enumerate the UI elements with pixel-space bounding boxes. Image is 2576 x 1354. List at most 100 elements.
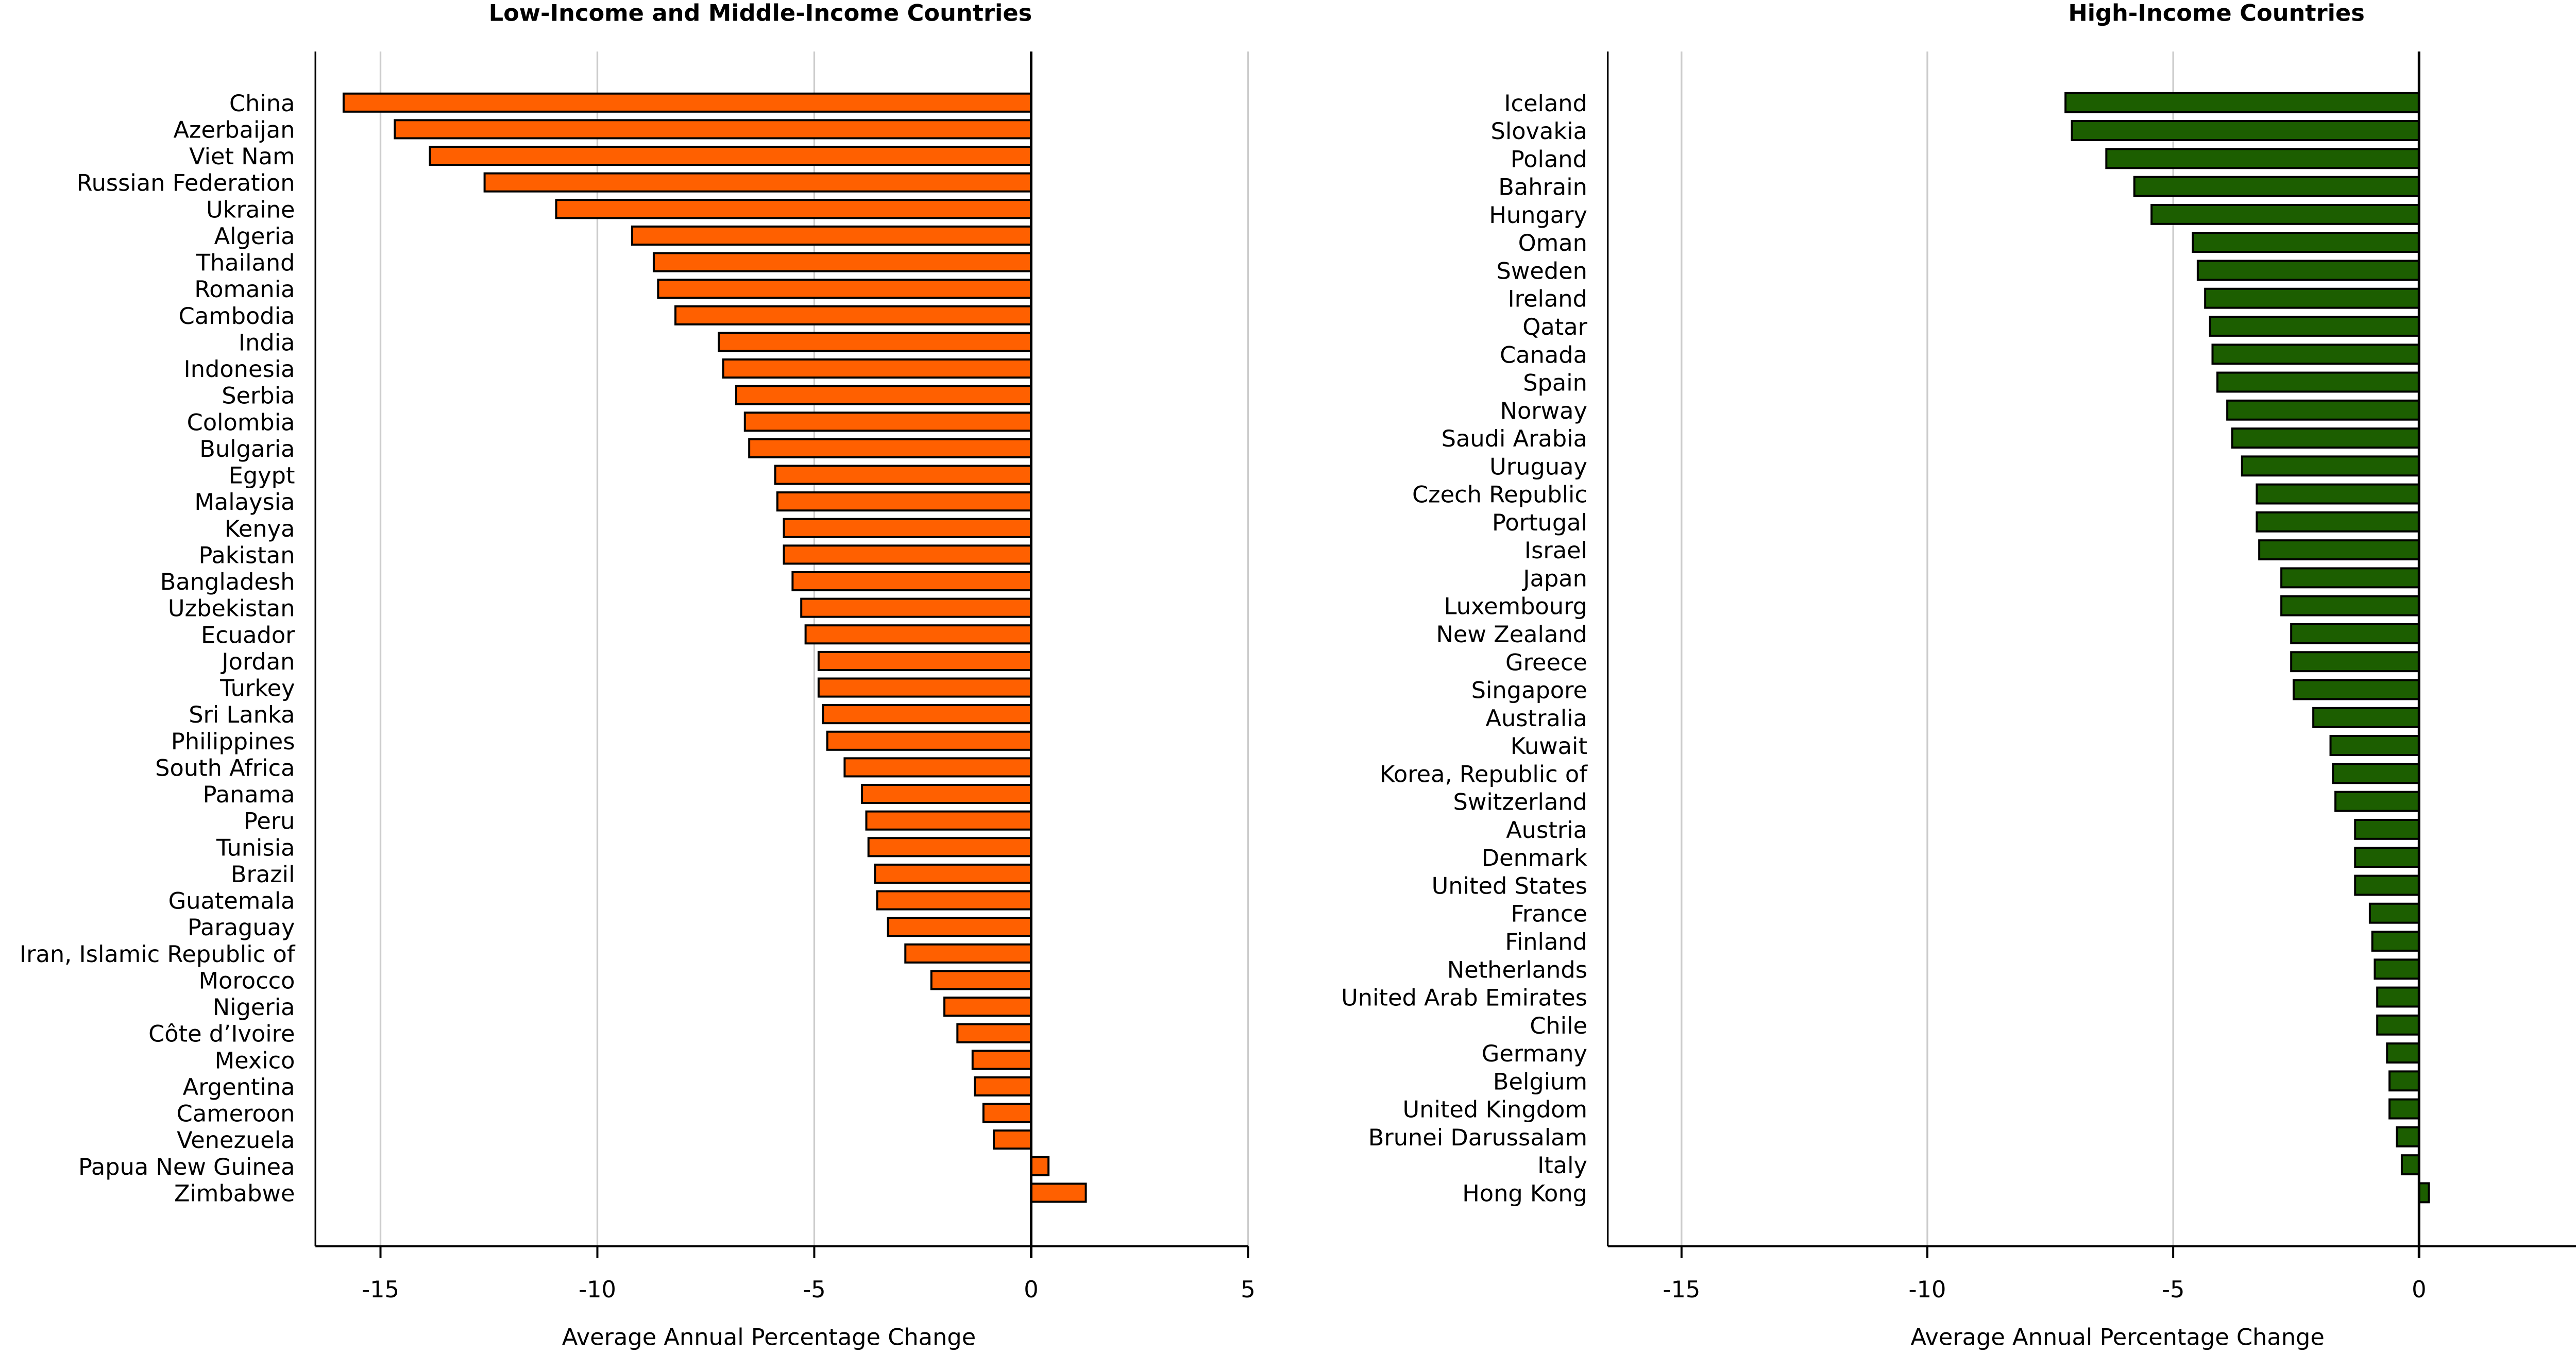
category-label: Morocco (199, 967, 295, 994)
bar (2418, 1182, 2430, 1204)
category-label: Brazil (231, 861, 295, 888)
chart-title: Low-Income and Middle-Income Countries (489, 0, 1032, 26)
category-label: Belgium (1493, 1068, 1587, 1095)
bar (783, 518, 1032, 538)
bar (2290, 651, 2420, 673)
category-label: Chile (1530, 1013, 1587, 1039)
x-tick-label: 5 (1241, 1276, 1255, 1303)
category-label: New Zealand (1436, 621, 1587, 648)
x-tick-label: -15 (362, 1276, 399, 1303)
bar (843, 757, 1032, 778)
panel-high-income: High-Income Countries Average Annual Per… (1341, 0, 2576, 1351)
category-label: Iran, Islamic Republic of (20, 941, 296, 968)
bar (2231, 427, 2420, 449)
category-label: Kenya (225, 516, 295, 542)
bar (394, 119, 1032, 140)
category-label: Jordan (220, 648, 295, 675)
bar (2258, 539, 2420, 561)
x-tick-label: 0 (2412, 1276, 2426, 1303)
category-label: Ecuador (201, 622, 295, 648)
category-label: Argentina (183, 1074, 295, 1101)
category-label: Italy (1537, 1152, 1587, 1179)
category-label: Serbia (222, 383, 295, 409)
bar (718, 332, 1032, 352)
bar (2216, 371, 2420, 393)
bar (800, 597, 1032, 618)
category-label: Ireland (1508, 286, 1587, 313)
category-label: Zimbabwe (174, 1180, 295, 1207)
category-label: Cameroon (177, 1101, 295, 1127)
x-tick-label: 0 (1024, 1276, 1038, 1303)
bar (722, 358, 1032, 379)
category-label: Turkey (219, 675, 295, 702)
bar (2368, 902, 2420, 924)
bar (783, 544, 1032, 565)
category-label: Japan (1521, 565, 1587, 592)
bar (817, 650, 1032, 671)
category-label: Luxembourg (1444, 593, 1587, 620)
bar (982, 1103, 1032, 1123)
bar (930, 970, 1032, 990)
bar (874, 863, 1032, 884)
bar (887, 917, 1032, 937)
x-axis-label: Average Annual Percentage Change (562, 1324, 976, 1351)
bar (652, 252, 1032, 272)
bar (817, 677, 1032, 698)
category-label: Indonesia (184, 356, 295, 383)
category-label: Papua New Guinea (78, 1154, 295, 1180)
bar (2133, 176, 2420, 197)
category-label: Norway (1500, 398, 1587, 424)
bar (826, 730, 1032, 751)
category-label: Hong Kong (1462, 1180, 1587, 1207)
category-label: Russian Federation (77, 170, 295, 197)
category-label: Korea, Republic of (1380, 761, 1588, 787)
bar (2204, 287, 2420, 309)
category-label: France (1511, 901, 1587, 928)
bar (2334, 791, 2420, 812)
bar (2376, 986, 2420, 1008)
bar (993, 1129, 1032, 1150)
category-label: Finland (1505, 929, 1587, 955)
category-label: Nigeria (213, 994, 295, 1021)
category-label: Spain (1523, 370, 1587, 397)
category-label: Iceland (1504, 90, 1587, 117)
bar (2105, 148, 2420, 169)
bar (2388, 1070, 2420, 1092)
panel-low-middle-income: Low-Income and Middle-Income Countries A… (20, 0, 1256, 1351)
bar (2386, 1042, 2420, 1064)
category-label: Panama (203, 781, 295, 808)
category-label: Oman (1518, 230, 1587, 256)
category-label: Philippines (171, 728, 295, 755)
category-label: Greece (1505, 649, 1587, 676)
bar (865, 810, 1032, 831)
category-label: Uzbekistan (168, 595, 295, 622)
category-label: Canada (1500, 341, 1587, 368)
bar (743, 412, 1032, 432)
category-label: Bahrain (1498, 174, 1587, 201)
x-tick-label: -10 (1909, 1276, 1946, 1303)
category-label: Bulgaria (199, 436, 295, 462)
bar (2400, 1154, 2420, 1176)
category-label: Switzerland (1453, 789, 1587, 816)
category-label: Peru (244, 808, 295, 835)
category-label: Viet Nam (189, 143, 295, 170)
bar (342, 92, 1032, 113)
bar (2192, 232, 2420, 253)
bar (674, 305, 1032, 325)
category-label: United States (1432, 872, 1587, 899)
category-label: United Arab Emirates (1341, 985, 1587, 1012)
bar (748, 438, 1032, 458)
x-axis-label: Average Annual Percentage Change (1910, 1324, 2324, 1351)
bar (2376, 1014, 2420, 1036)
bar (555, 199, 1032, 219)
bar (876, 890, 1032, 911)
bar (2241, 455, 2420, 477)
category-label: Côte d’Ivoire (148, 1021, 295, 1048)
category-label: Czech Republic (1412, 482, 1587, 508)
x-tick-label: -10 (579, 1276, 616, 1303)
category-label: South Africa (155, 755, 295, 781)
category-label: Sri Lanka (189, 701, 295, 728)
bar (2388, 1098, 2420, 1120)
category-label: Germany (1482, 1040, 1587, 1067)
category-label: Sweden (1497, 258, 1587, 284)
